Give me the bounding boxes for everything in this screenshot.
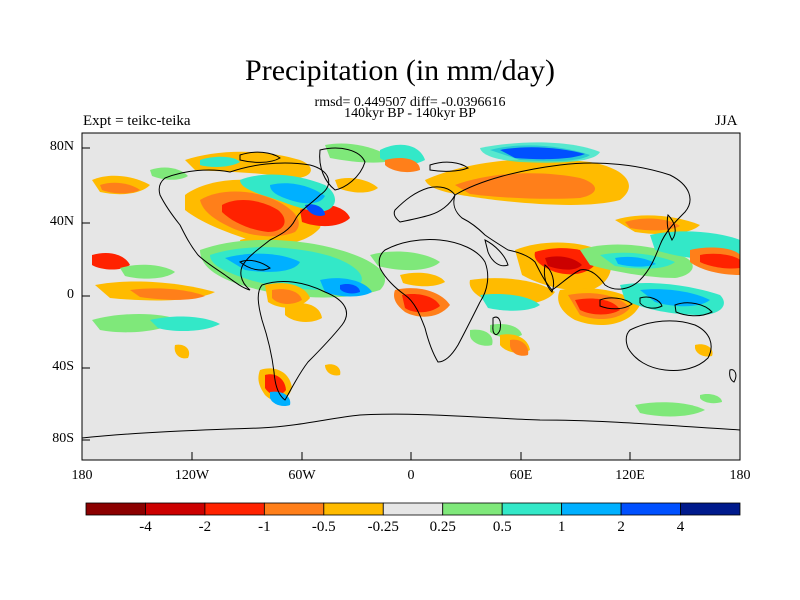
anomaly-fields <box>92 142 740 417</box>
coastlines <box>82 147 740 439</box>
colorbar-label: 2 <box>617 519 625 535</box>
plot-frame <box>81 132 741 461</box>
colorbar-swatch <box>323 502 384 516</box>
lon-label: 60E <box>509 468 533 483</box>
colorbar-label: -1 <box>258 519 271 535</box>
colorbar-label: -0.5 <box>311 519 336 535</box>
colorbar-label: -4 <box>139 519 152 535</box>
colorbar-label: 0.5 <box>492 519 512 535</box>
colorbar-swatch <box>501 502 563 516</box>
lon-label: 180 <box>729 468 751 483</box>
colorbar-swatch <box>561 502 622 516</box>
lon-label: 120W <box>174 468 210 483</box>
lon-label: 0 <box>407 468 415 483</box>
season-label: JJA <box>715 113 738 129</box>
colorbar-swatch <box>442 502 503 516</box>
colorbar-swatch <box>145 502 206 516</box>
colorbar-label: 0.25 <box>429 519 456 535</box>
colorbar-swatch <box>620 502 681 516</box>
lat-label: 40S <box>52 359 74 374</box>
colorbar-swatch <box>680 502 741 516</box>
experiment-label: Expt = teikc-teika <box>83 113 191 129</box>
colorbar-label: 1 <box>557 519 566 535</box>
lon-label: 60W <box>288 468 316 483</box>
lat-label: 40N <box>49 214 74 229</box>
colorbar-swatch <box>382 502 444 516</box>
colorbar-label: -2 <box>198 519 212 535</box>
colorbar-swatch <box>263 502 325 516</box>
lat-label: 80N <box>49 139 74 154</box>
stats-line: rmsd= 0.449507 diff= -0.0396616 <box>314 95 506 110</box>
lon-label: 180 <box>71 468 93 483</box>
lon-label: 120E <box>615 468 645 483</box>
period-line: 140kyr BP - 140kyr BP <box>344 106 476 121</box>
colorbar-label: -0.25 <box>367 519 399 535</box>
lat-label: 80S <box>52 431 74 446</box>
colorbar-swatch <box>204 502 265 516</box>
lat-label: 0 <box>67 287 74 302</box>
chart-title: Precipitation (in mm/day) <box>245 54 555 87</box>
colorbar-label: 4 <box>676 519 685 535</box>
colorbar <box>85 502 741 516</box>
colorbar-swatch <box>85 502 146 516</box>
